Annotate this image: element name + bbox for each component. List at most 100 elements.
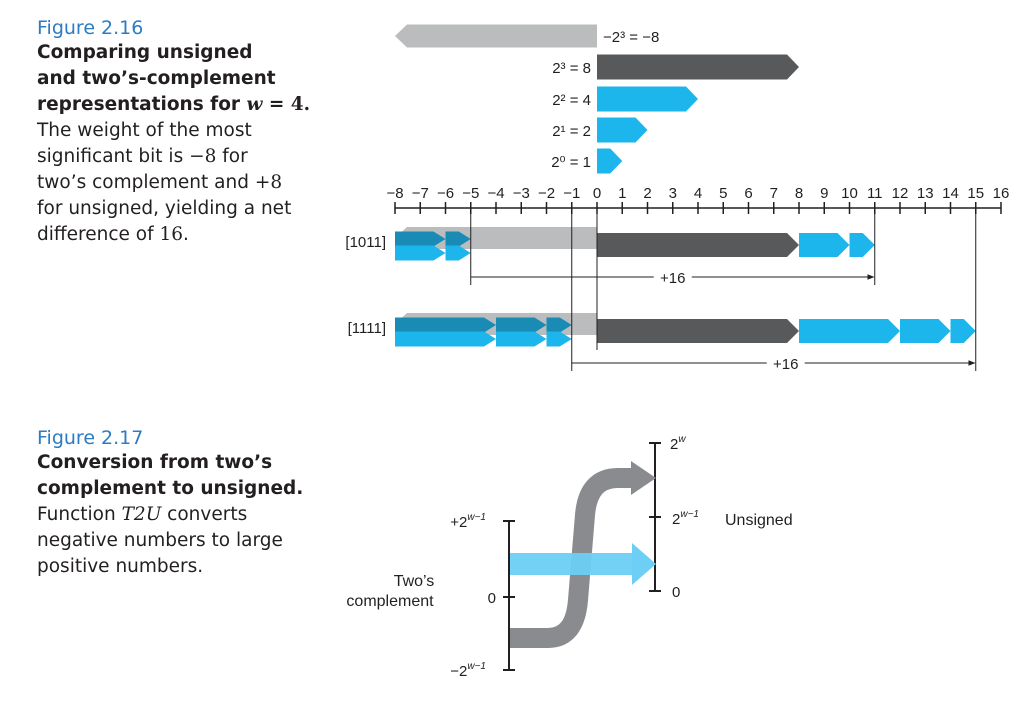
unsigned-bit-segment [799,319,900,343]
tick-label: 3 [669,185,677,202]
tick-label: −8 [386,185,403,202]
positive-weight-bar [597,319,799,343]
tick-label: 7 [770,185,778,202]
tick-label: −7 [412,185,429,202]
body-math: +8 [254,172,283,193]
tick-label: −2 [538,185,555,202]
tick-label: 6 [744,185,752,202]
body-line: positive numbers. [37,556,204,577]
body-text: difference of [37,224,160,245]
unsigned-bit-segment [900,319,951,343]
figure-2-16-caption: Figure 2.16 Comparing unsigned and two’s… [37,16,327,248]
figure-2-16-diagram: −2³ = −8 2³ = 8 2² = 4 2¹ = 2 2⁰ = 1 −8 −7 −6 −5… [345,24,1010,373]
weight-label: 2² = 4 [552,92,591,109]
twos-bit-segment [445,231,471,247]
tick-label: 16 [993,185,1010,202]
body-math: 16 [159,224,184,245]
weight-bar [597,117,648,143]
title-line: complement to unsigned. [37,478,304,499]
twos-bit-segment [395,317,496,333]
difference-label-bg [766,353,805,373]
title-eq: = 4. [262,94,311,115]
body-text: for [216,146,248,167]
unsigned-mid-label: 2w−1 [672,509,699,528]
bit-pattern-label: [1011] [345,234,386,251]
weight-bar [395,24,597,48]
function-name: T2U [121,504,162,525]
twos-bit-segment-lower [395,331,496,347]
unsigned-bit-segment [799,233,850,257]
unsigned-bit-segment [849,233,875,257]
tick-label: 15 [967,185,984,202]
tick-label: 12 [892,185,909,202]
tick-label: 1 [618,185,626,202]
body-text: converts [161,504,248,525]
tick-label: −3 [513,185,530,202]
tick-label: −6 [437,185,454,202]
tick-label: −4 [487,185,504,202]
tick-label: 9 [820,185,828,202]
tick-label: 0 [593,185,601,202]
tick-label: 2 [643,185,651,202]
tick-label: −1 [563,185,580,202]
positive-weight-bar [597,233,799,257]
twos-bit-segment-lower [496,331,547,347]
difference-label: +16 [660,270,685,287]
twos-bit-segment [395,231,446,247]
weight-label: 2⁰ = 1 [551,154,591,171]
body-line: difference of 16. [37,222,327,248]
twos-bit-segment [546,317,572,333]
figure-2-17-caption: Figure 2.17 Conversion from two’s comple… [37,426,327,580]
unsigned-zero-label: 0 [672,584,680,601]
weight-bar [597,148,623,174]
body-line: significant bit is −8 for [37,144,327,170]
body-line: Function T2U converts [37,502,327,528]
unsigned-bit-segment [950,319,976,343]
negative-mapping-arrowhead [631,461,656,495]
unsigned-max-label: 2w [670,434,686,453]
tick-label: 5 [719,185,727,202]
twos-zero-label: 0 [488,590,496,607]
title-text: representations for [37,94,247,115]
twos-complement-title: Two’s complement [346,573,434,610]
tick-label: −5 [462,185,479,202]
figure-2-16-label: Figure 2.16 [37,17,144,39]
tick-label: 11 [867,185,883,202]
bit-pattern-label: [1111] [348,320,386,337]
unsigned-title: Unsigned [725,512,793,529]
body-text: . [183,224,189,245]
twos-bit-segment [496,317,547,333]
difference-label: +16 [773,356,798,373]
tick-label: 8 [795,185,803,202]
twos-bit-segment-lower [546,331,572,347]
tick-label: 13 [917,185,934,202]
figure-2-17-body: Function T2U converts negative numbers t… [37,502,327,580]
title-line: and two’s-complement [37,68,276,89]
difference-label-bg [653,267,692,287]
title-line: Comparing unsigned [37,42,253,63]
figure-2-17-label: Figure 2.17 [37,427,144,449]
body-line: The weight of the most [37,120,252,141]
weight-bar [597,86,698,112]
tick-label: 10 [841,185,858,202]
figure-2-16-title: Comparing unsigned and two’s-complement … [37,40,327,118]
title-line: representations for w = 4. [37,92,327,118]
body-line: two’s complement and +8 [37,170,327,196]
weight-label: 2¹ = 2 [552,123,591,140]
weight-label: 2³ = 8 [552,60,591,77]
twos-max-label: +2w−1 [450,512,486,531]
title-line: Conversion from two’s [37,452,273,473]
weight-bar [597,54,799,80]
body-text: significant bit is [37,146,190,167]
body-line: for unsigned, yielding a net [37,198,292,219]
body-math: −8 [189,146,217,167]
body-line: negative numbers to large [37,530,283,551]
weight-label: −2³ = −8 [603,29,659,46]
positive-mapping-arrow [510,553,632,575]
body-text: Function [37,504,122,525]
figure-2-16-body: The weight of the most significant bit i… [37,118,327,248]
twos-min-label: −2w−1 [450,661,486,680]
twos-bit-segment-lower [395,245,446,261]
tick-label: 4 [694,185,702,202]
